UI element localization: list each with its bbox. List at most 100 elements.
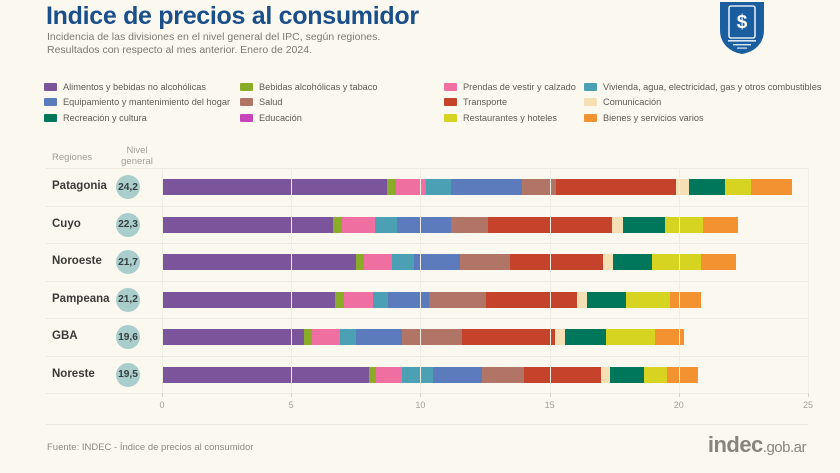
bar-segment[interactable] [667, 366, 699, 383]
axis-tick-label: 5 [288, 400, 294, 410]
bar-segment[interactable] [162, 329, 305, 345]
bar-segment[interactable] [643, 366, 668, 383]
bar-segment[interactable] [368, 366, 377, 383]
bar-segment[interactable] [332, 216, 342, 233]
bar-segment[interactable] [700, 254, 736, 270]
column-header-regiones: Regiones [52, 152, 93, 163]
bar-segment[interactable] [664, 216, 704, 233]
bar-segment[interactable] [460, 254, 510, 270]
bar-segment[interactable] [429, 291, 487, 308]
gridline [808, 168, 809, 393]
bar-segment[interactable] [413, 254, 461, 270]
bar-segment[interactable] [554, 329, 566, 345]
bar-segment[interactable] [655, 329, 684, 345]
bar-segment[interactable] [344, 291, 373, 308]
bar-segment[interactable] [612, 254, 652, 270]
bar-segment[interactable] [162, 254, 356, 270]
bar-segment[interactable] [162, 291, 336, 308]
region-label: Pampeana [52, 292, 110, 305]
bar-segment[interactable] [725, 179, 752, 195]
bar-segment[interactable] [587, 291, 626, 308]
bar-segment[interactable] [162, 179, 387, 195]
bar-segment[interactable] [376, 366, 403, 383]
bar-segment[interactable] [397, 216, 452, 233]
chart-legend: Alimentos y bebidas no alcohólicas Equip… [44, 79, 821, 126]
legend-item[interactable]: Equipamiento y mantenimiento del hogar [44, 95, 230, 111]
legend-item[interactable]: Educación [240, 110, 378, 126]
bar-segment[interactable] [522, 179, 556, 195]
bar-segment[interactable] [703, 216, 739, 233]
bar-segment[interactable] [355, 329, 403, 345]
bar-segment[interactable] [523, 366, 602, 383]
bar-segment[interactable] [482, 366, 524, 383]
legend-label: Recreación y cultura [63, 112, 147, 123]
bar-segment[interactable] [341, 216, 376, 233]
bar-segment[interactable] [335, 291, 345, 308]
axis-tick-label: 20 [673, 400, 684, 410]
row-divider [46, 243, 808, 244]
bar-segment[interactable] [486, 291, 577, 308]
legend-item[interactable]: Comunicación [584, 95, 821, 111]
legend-item[interactable]: Alimentos y bebidas no alcohólicas [44, 79, 230, 95]
chart-row: Noreste 19,5 [0, 355, 840, 394]
legend-item[interactable]: Transporte [444, 95, 576, 111]
bar-segment[interactable] [162, 216, 333, 233]
bar-segment[interactable] [372, 291, 389, 308]
bar-segment[interactable] [355, 254, 364, 270]
bar-segment[interactable] [391, 254, 414, 270]
bar-segment[interactable] [576, 291, 588, 308]
bar-segment[interactable] [311, 329, 341, 345]
bar-segment[interactable] [461, 329, 555, 345]
bar-segment[interactable] [388, 291, 430, 308]
bar-segment[interactable] [395, 179, 426, 195]
legend-item[interactable]: Bienes y servicios varios [584, 110, 821, 126]
bar-segment[interactable] [433, 366, 483, 383]
bar-segment[interactable] [451, 216, 488, 233]
indec-wordmark[interactable]: indec.gob.ar [708, 432, 807, 458]
bar-segment[interactable] [386, 179, 396, 195]
legend-item[interactable]: Salud [240, 95, 378, 111]
indec-shield-emblem: $ [716, 0, 768, 56]
bar-segment[interactable] [565, 329, 607, 345]
bar-segment[interactable] [611, 216, 624, 233]
bar-segment[interactable] [487, 216, 612, 233]
nivel-header-line-1: Nivel [126, 145, 148, 156]
axis-tick [291, 393, 293, 397]
bar-segment[interactable] [509, 254, 603, 270]
legend-item[interactable]: Vivienda, agua, electricidad, gas y otro… [584, 79, 821, 95]
bar-segment[interactable] [425, 179, 452, 195]
bar-segment[interactable] [555, 179, 677, 195]
bar-segment[interactable] [669, 291, 701, 308]
region-label: Noroeste [52, 255, 102, 267]
bar-segment[interactable] [402, 329, 462, 345]
bar-segment[interactable] [751, 179, 793, 195]
legend-item[interactable]: Restaurantes y hoteles [444, 110, 576, 126]
legend-label: Bienes y servicios varios [603, 112, 704, 123]
region-label: Noreste [52, 367, 95, 380]
nivel-general-value: 19,5 [116, 362, 140, 387]
bar-segment[interactable] [689, 179, 726, 195]
bar-segment[interactable] [304, 329, 312, 345]
bar-segment[interactable] [623, 216, 665, 233]
bar-segment[interactable] [162, 366, 369, 383]
axis-tick-label: 25 [802, 400, 814, 410]
bar-segment[interactable] [375, 216, 398, 233]
bar-segment[interactable] [610, 366, 644, 383]
nivel-header-line-2: general [121, 156, 153, 167]
region-label: Cuyo [52, 217, 81, 230]
bar-segment[interactable] [402, 366, 434, 383]
bar-segment[interactable] [340, 329, 356, 345]
bar-segment[interactable] [625, 291, 670, 308]
legend-column-3: Prendas de vestir y calzado Transporte R… [444, 79, 576, 126]
bar-segment[interactable] [602, 254, 613, 270]
legend-item[interactable]: Prendas de vestir y calzado [444, 79, 576, 95]
legend-swatch-icon [584, 113, 597, 122]
bar-segment[interactable] [363, 254, 392, 270]
bar-segment[interactable] [601, 366, 611, 383]
bar-segment[interactable] [651, 254, 701, 270]
bar-segment[interactable] [451, 179, 523, 195]
legend-item[interactable]: Recreación y cultura [44, 110, 230, 126]
bar-segment[interactable] [606, 329, 656, 345]
legend-item[interactable]: Bebidas alcohólicas y tabaco [240, 79, 378, 95]
